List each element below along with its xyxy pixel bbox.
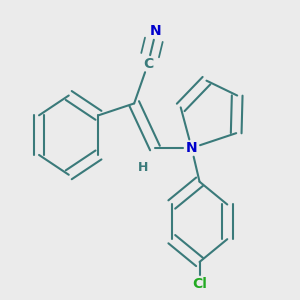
Text: Cl: Cl [192,277,207,291]
Text: C: C [143,57,153,71]
Text: N: N [150,24,162,38]
Text: N: N [186,141,197,155]
Text: H: H [138,161,148,174]
